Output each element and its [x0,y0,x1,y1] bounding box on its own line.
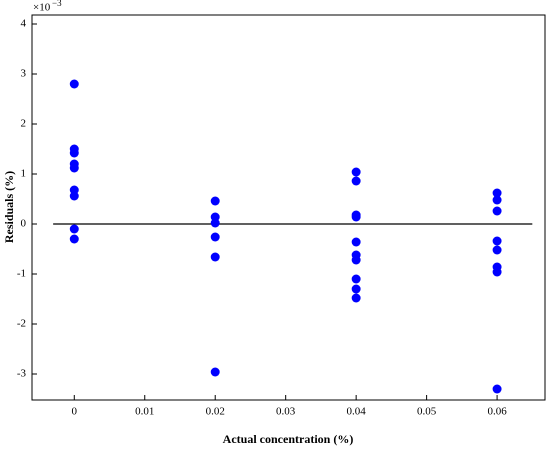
point [492,384,502,394]
point [492,245,502,255]
point [210,218,220,228]
point [69,224,79,234]
point [351,293,361,303]
point [69,79,79,89]
y-tick-label: 1 [21,168,27,180]
point [210,232,220,242]
x-tick-label: 0.03 [276,406,296,418]
x-tick-label: 0.06 [487,406,507,418]
point [351,212,361,222]
point [69,191,79,201]
point [69,163,79,173]
point [210,367,220,377]
plot-frame [31,14,546,401]
point [351,284,361,294]
y-tick-label: 4 [21,18,27,30]
y-tick-label: 0 [21,218,27,230]
point [492,267,502,277]
x-axis-label: Actual concentration (%) [223,432,354,446]
x-tick-label: 0.05 [417,406,437,418]
point [492,206,502,216]
x-tick-label: 0.01 [135,406,154,418]
y-tick-label: 2 [21,118,27,130]
y-multiplier: ×10 [33,2,51,14]
point [210,196,220,206]
x-tick-label: 0.02 [206,406,225,418]
point [492,195,502,205]
y-multiplier-exponent: −3 [52,0,62,8]
x-tick-label: 0 [72,406,78,418]
x-tick-label: 0.04 [347,406,367,418]
point [351,176,361,186]
point [69,234,79,244]
point [351,167,361,177]
y-tick-label: -1 [17,268,26,280]
point [351,274,361,284]
y-axis-label: Residuals (%) [2,171,16,243]
point [492,236,502,246]
point [210,252,220,262]
point [69,148,79,158]
y-tick-label: -3 [17,368,27,380]
point [492,188,502,198]
y-tick-label: -2 [17,318,26,330]
point [351,237,361,247]
point [351,255,361,265]
y-tick-label: 3 [21,68,27,80]
